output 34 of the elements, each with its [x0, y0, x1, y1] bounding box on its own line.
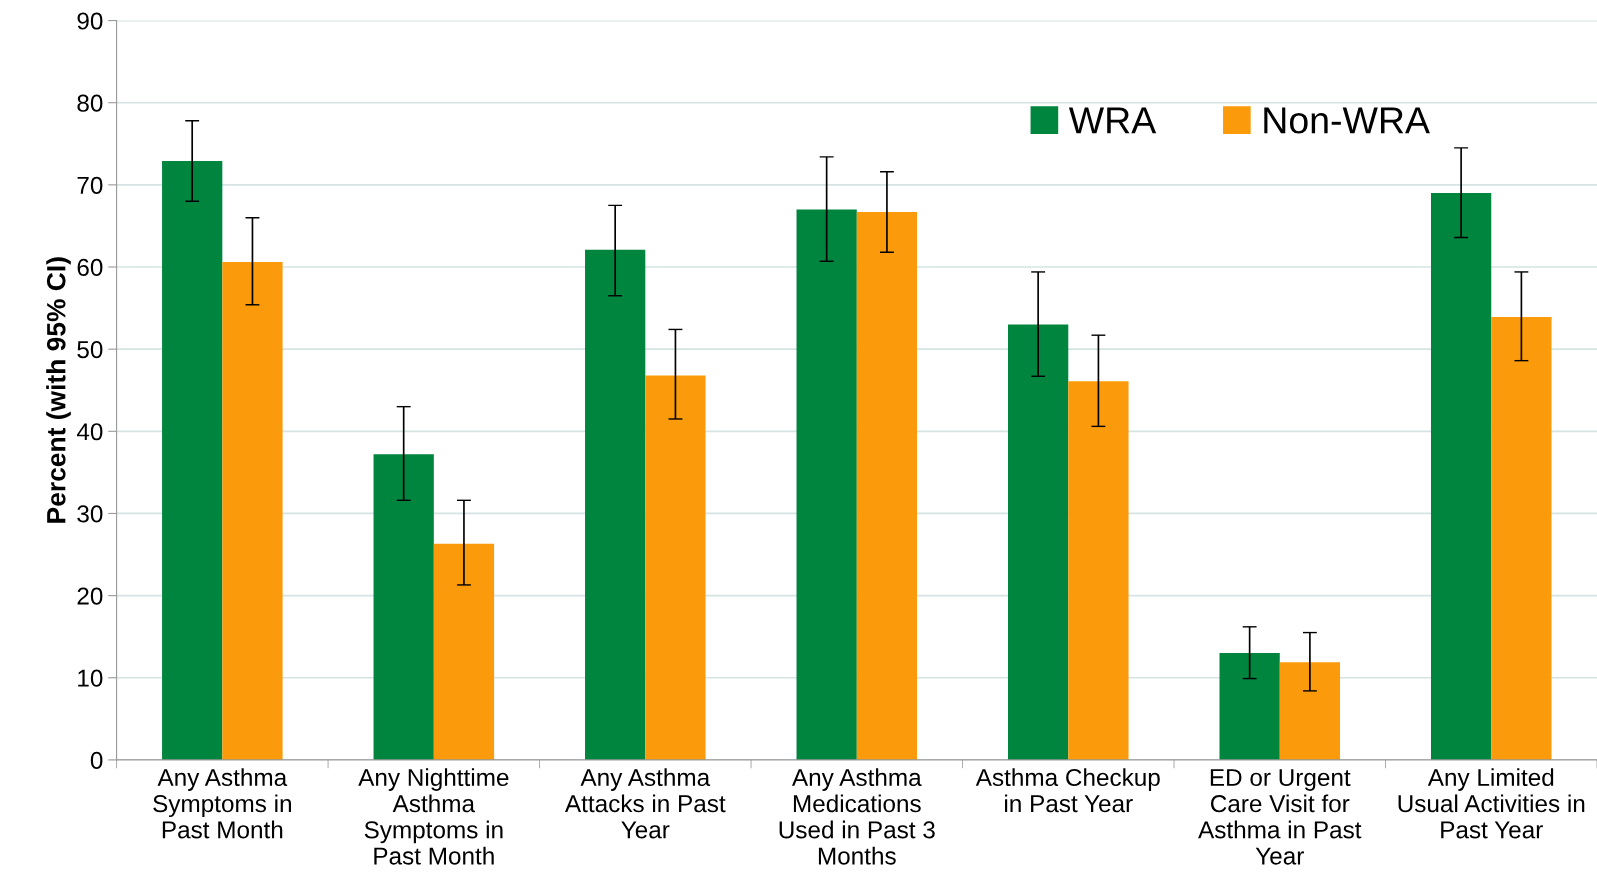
y-tick-label: 70 — [77, 176, 103, 194]
y-tick-label: 50 — [77, 340, 103, 359]
bar — [1279, 662, 1341, 760]
y-axis-title: Percent (with 95% CI) — [46, 257, 71, 523]
x-tick-label: Any Asthma Medications Used in Past 3 Months — [779, 768, 935, 865]
legend-label: WRA — [1068, 107, 1157, 134]
bar — [373, 454, 434, 760]
bar — [433, 543, 495, 760]
x-tick-label: Any Asthma Symptoms in Past Month — [153, 768, 291, 839]
y-tick-label: 0 — [90, 751, 103, 769]
bar — [645, 375, 706, 760]
y-tick-label: 20 — [77, 587, 103, 605]
bar — [162, 161, 223, 760]
x-tick-label: Any Limited Usual Activities in Past Year — [1398, 768, 1585, 839]
y-tick-label: 80 — [77, 94, 103, 112]
bar — [856, 211, 918, 760]
bar — [222, 262, 283, 760]
x-tick-label: Any Nighttime Asthma Symptoms in Past Month — [358, 768, 509, 865]
bar — [585, 249, 646, 760]
x-tick-label: Asthma Checkup in Past Year — [975, 768, 1160, 813]
x-tick-label: ED or Urgent Care Visit for Asthma in Past Year — [1198, 769, 1362, 865]
legend-label: Non-WRA — [1264, 107, 1430, 134]
y-tick-label: 60 — [77, 258, 103, 277]
x-tick-label: Any Asthma Attacks in Past Year — [564, 768, 726, 839]
y-tick-label: 10 — [78, 669, 103, 687]
bar — [1068, 381, 1129, 760]
y-tick-label: 40 — [76, 423, 103, 441]
bar — [1008, 324, 1069, 760]
y-tick-label: 90 — [77, 12, 103, 30]
bar — [796, 209, 857, 760]
bar — [1430, 193, 1492, 760]
bar — [1491, 317, 1552, 760]
y-tick-label: 30 — [77, 505, 103, 523]
bar — [1219, 653, 1280, 760]
